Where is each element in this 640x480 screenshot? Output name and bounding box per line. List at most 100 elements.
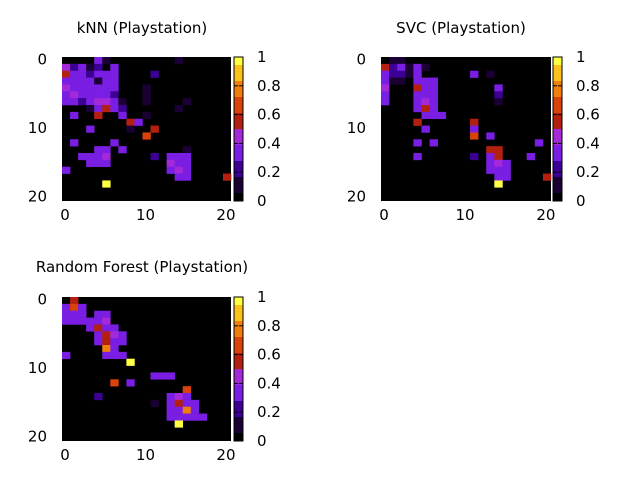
colorbar-segment (234, 383, 243, 386)
heatmap-cell (429, 139, 438, 147)
colorbar-segment (234, 171, 243, 174)
heatmap-cell (526, 153, 536, 161)
heatmap-cell (118, 98, 127, 106)
heatmap-cell (102, 180, 111, 188)
colorbar-segment (234, 135, 243, 138)
heatmap-cell (102, 324, 111, 332)
heatmap-cell (142, 98, 151, 106)
colorbar-segment (234, 435, 243, 438)
colorbar-segment (234, 437, 243, 440)
heatmap-cell (110, 324, 119, 332)
colorbar-segment (234, 69, 243, 72)
colorbar-tick-label: 0.2 (257, 163, 281, 181)
heatmap-cell (381, 91, 390, 99)
heatmap-cell (102, 345, 111, 353)
heatmap-cell (182, 146, 192, 154)
heatmap-cell (174, 420, 184, 428)
colorbar-segment (234, 317, 243, 320)
heatmap-cell (86, 77, 95, 85)
heatmap-cell (397, 57, 406, 65)
colorbar-segment (234, 61, 243, 64)
colorbar-segment (234, 113, 243, 116)
heatmap-cell (126, 379, 135, 387)
heatmap-cell (486, 70, 495, 78)
colorbar-segment (234, 399, 243, 402)
heatmap-cell (174, 159, 184, 168)
colorbar-segment (553, 59, 562, 62)
heatmap-panel: Random Forest (Playstation) 0 10 20 0 10 20 1 0.… (28, 258, 281, 464)
colorbar-tick-label: 0.4 (257, 374, 281, 392)
colorbar-segment (234, 193, 243, 196)
colorbar-segment (553, 85, 562, 88)
heatmap-cell (413, 84, 422, 92)
colorbar-segment (234, 361, 243, 364)
colorbar-segment (234, 427, 243, 430)
heatmap-cell (389, 77, 398, 85)
colorbar-tick-label: 0 (257, 192, 267, 210)
heatmap-cell (102, 146, 111, 154)
colorbar-segment (234, 365, 243, 368)
colorbar-frame (233, 56, 244, 202)
heatmap-cell (70, 77, 79, 85)
heatmap-cell (86, 105, 95, 113)
colorbar-segment (553, 103, 562, 106)
colorbar-segment (234, 63, 243, 66)
colorbar-segment (234, 305, 243, 308)
colorbar-segment (553, 119, 562, 122)
heatmap-cell (182, 386, 192, 394)
heatmap-cell (494, 180, 503, 188)
colorbar-segment (553, 145, 562, 148)
heatmap-cell (166, 413, 175, 421)
y-tick-label: 20 (28, 188, 47, 206)
colorbar-segment (234, 139, 243, 142)
y-tick-label: 10 (28, 119, 47, 137)
heatmap-cell (94, 63, 103, 72)
heatmap-cell (62, 98, 71, 106)
heatmap-cell (166, 159, 175, 168)
colorbar-segment (553, 77, 562, 80)
colorbar-segment (234, 93, 243, 96)
heatmap-cell (413, 139, 422, 147)
colorbar-segment (234, 89, 243, 92)
heatmap-cell (174, 173, 184, 181)
colorbar-segment (234, 101, 243, 104)
x-tick-label: 20 (216, 206, 235, 224)
heatmap-cell (70, 84, 79, 92)
heatmap-cell (102, 70, 111, 78)
colorbar-segment (553, 197, 562, 200)
colorbar-segment (234, 197, 243, 200)
heatmap-cell (421, 125, 430, 133)
heatmap-cell (134, 118, 143, 126)
colorbar-segment (234, 423, 243, 426)
heatmap-cell (421, 84, 430, 92)
colorbar-segment (234, 333, 243, 336)
colorbar-segment (234, 177, 243, 180)
colorbar-segment (234, 165, 243, 168)
heatmap-cell (421, 63, 430, 72)
colorbar-segment (234, 79, 243, 82)
heatmap-cell (70, 70, 79, 78)
heatmap-cell (470, 125, 479, 133)
colorbar-segment (553, 67, 562, 70)
x-tick-label: 10 (136, 206, 155, 224)
colorbar-segment (234, 409, 243, 412)
colorbar-segment (234, 187, 243, 190)
heatmap-cell (486, 146, 495, 154)
colorbar-segment (234, 389, 243, 392)
heatmap-cell (102, 77, 111, 85)
heatmap-cell (102, 105, 111, 113)
colorbar-segment (234, 355, 243, 358)
colorbar-segment (234, 397, 243, 400)
heatmap-cell (110, 139, 119, 147)
colorbar-segment (234, 371, 243, 374)
heatmap-cell (94, 84, 103, 92)
heatmap-cell (102, 351, 111, 360)
heatmap-cell (166, 393, 175, 401)
heatmap-cell (70, 310, 79, 318)
colorbar-segment (553, 173, 562, 176)
heatmap-cell (486, 132, 495, 140)
colorbar-segment (553, 143, 562, 146)
colorbar-segment (234, 323, 243, 326)
colorbar-segment (234, 87, 243, 90)
heatmap-cell (62, 166, 71, 174)
